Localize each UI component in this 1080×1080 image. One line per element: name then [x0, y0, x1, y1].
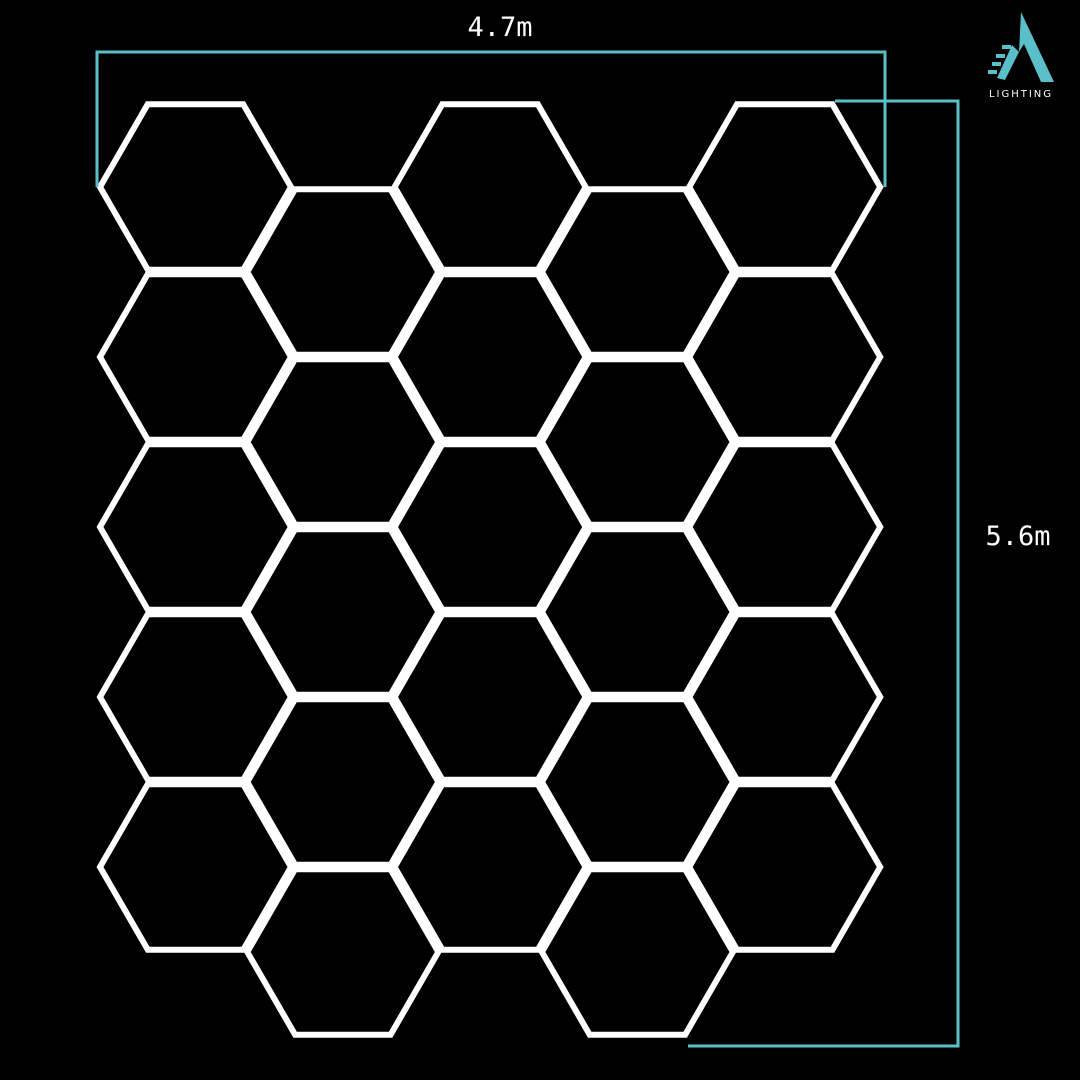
hexagon-panel	[538, 186, 737, 358]
hexagon-panel	[538, 696, 737, 868]
width-label: 4.7m	[467, 12, 532, 43]
hexagon-panel	[243, 356, 442, 528]
hexagon-panel	[685, 781, 884, 953]
hexagon-panel	[391, 101, 590, 273]
hexagon-panel	[243, 186, 442, 358]
hexagon-panel	[685, 611, 884, 783]
width-dimension-line	[95, 50, 887, 187]
hexagon-panel	[685, 271, 884, 443]
hexagon-panel	[538, 526, 737, 698]
hexagon-panel	[685, 101, 884, 273]
hexagon-grid	[96, 101, 884, 1038]
hexagon-panel	[538, 866, 737, 1038]
brand-logo: LIGHTING	[988, 12, 1054, 100]
height-label: 5.6m	[985, 521, 1050, 552]
logo-ladder-mark	[988, 45, 1019, 80]
hexagon-panel	[243, 526, 442, 698]
height-dimension-line	[688, 99, 960, 1048]
hexagon-panel	[243, 696, 442, 868]
logo-text: LIGHTING	[989, 89, 1053, 100]
hexagon-panel	[391, 781, 590, 953]
hexagon-panel	[96, 781, 295, 953]
hexagon-panel	[96, 611, 295, 783]
hexagon-panel	[96, 441, 295, 613]
hexagon-panel	[391, 611, 590, 783]
hexagon-panel	[96, 101, 295, 273]
hexagon-panel	[685, 441, 884, 613]
hexagon-panel	[391, 271, 590, 443]
hexagon-panel	[538, 356, 737, 528]
logo-a-mark	[1019, 12, 1054, 82]
hexagon-panel	[243, 866, 442, 1038]
hexagon-panel	[96, 271, 295, 443]
hexagon-panel	[391, 441, 590, 613]
